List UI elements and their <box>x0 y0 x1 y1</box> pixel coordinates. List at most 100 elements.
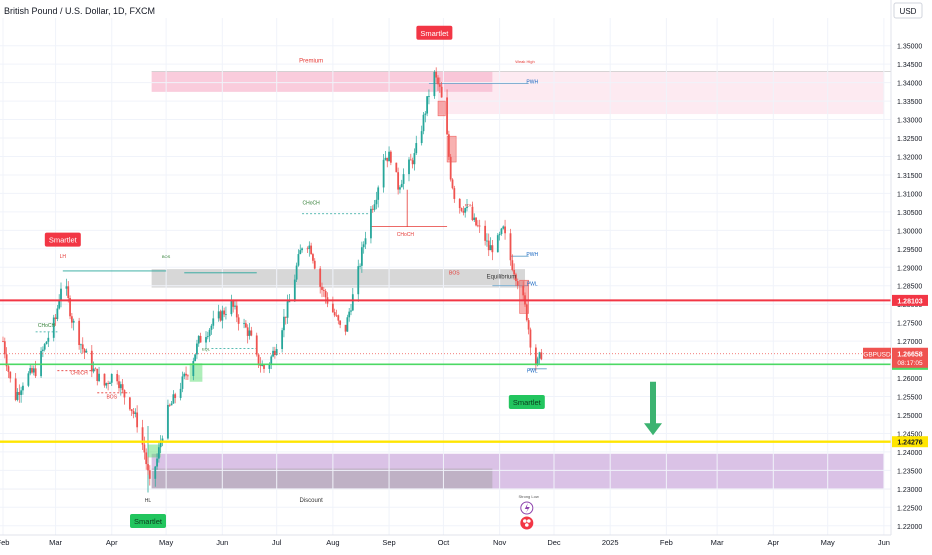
time-tick-label: May <box>159 538 173 547</box>
time-tick-label: Jun <box>216 538 228 547</box>
order-block-1 <box>446 135 457 163</box>
flag-events-icon-dot <box>523 519 527 523</box>
candle-body <box>154 466 157 479</box>
price-tick-label: 1.30500 <box>897 210 922 217</box>
candle-body <box>484 225 487 241</box>
candle-body <box>331 303 334 313</box>
price-tick-label: 1.32000 <box>897 154 922 161</box>
candle-body <box>47 337 50 342</box>
candle-body <box>134 412 137 414</box>
candles-layer <box>2 67 543 487</box>
candle-body <box>255 335 258 355</box>
candle-body <box>357 266 360 295</box>
candle-body <box>415 143 418 154</box>
candle-body <box>458 198 461 209</box>
candle-body <box>351 294 354 311</box>
discount-zone <box>151 453 884 489</box>
smartlet-nov-box <box>508 395 545 410</box>
order-block-2 <box>519 279 529 314</box>
choch-green-mar: CHoCH <box>38 323 56 329</box>
price-tick-label: 1.23000 <box>897 487 922 494</box>
candle-body <box>230 300 233 315</box>
time-tick-label: Mar <box>711 538 724 547</box>
price-tick-label: 1.22000 <box>897 524 922 531</box>
candle-body <box>500 228 503 235</box>
price-tick-label: 1.22500 <box>897 505 922 512</box>
fdh-label: FDH <box>465 202 473 207</box>
candle-body <box>270 356 273 365</box>
pwh-2-label: PWH <box>526 252 538 258</box>
candle-body <box>58 300 61 309</box>
last-price-label: 1.26658 <box>897 351 922 358</box>
candle-body <box>56 308 59 320</box>
time-tick-label: Apr <box>106 538 118 547</box>
candle-body <box>408 159 410 175</box>
candle-body <box>377 187 380 200</box>
candle-body <box>67 286 70 299</box>
candle-body <box>275 349 278 355</box>
red-level-axis-label: 1.28103 <box>897 298 922 305</box>
time-tick-label: Oct <box>438 538 451 547</box>
event-icons[interactable] <box>520 501 534 530</box>
candle-body <box>181 376 184 389</box>
candle-body <box>339 320 342 325</box>
weak-high-label: Weak High <box>515 59 535 64</box>
time-axis[interactable]: Feb Mar Apr May Jun Jul Aug Sep Oct Nov Dec 2025 Feb… <box>0 538 890 547</box>
time-tick-label: Nov <box>493 538 507 547</box>
down-arrow-shape <box>644 381 662 436</box>
candle-body <box>234 305 236 307</box>
candle-body <box>185 373 187 376</box>
candle-body <box>395 162 398 173</box>
candle-body <box>288 301 291 303</box>
candle-body <box>350 310 352 312</box>
price-tick-label: 1.34000 <box>897 81 922 88</box>
candle-body <box>43 344 46 350</box>
candle-body <box>364 238 367 245</box>
countdown-label: 08:17:05 <box>897 360 923 367</box>
smartlet-nov: Smartlet <box>508 395 545 410</box>
candle-body <box>223 310 226 315</box>
price-tick-label: 1.31000 <box>897 191 922 198</box>
price-tick-label: 1.25500 <box>897 395 922 402</box>
candle-body <box>413 153 416 165</box>
symbol-title: British Pound / U.S. Dollar, 1D, FXCM <box>4 6 155 16</box>
discount-label: Discount <box>299 498 323 504</box>
time-tick-label: Jul <box>272 538 282 547</box>
price-tick-label: 1.23500 <box>897 468 922 475</box>
price-tick-label: 1.33500 <box>897 99 922 106</box>
candle-body <box>148 470 151 479</box>
candle-body <box>346 317 349 332</box>
candle-body <box>478 225 481 227</box>
candle-body <box>29 368 32 374</box>
price-axis[interactable]: 1.22000 1.22500 1.23000 1.23500 1.24000 1.245… <box>897 44 922 531</box>
last-price-badge <box>892 347 928 368</box>
price-tick-label: 1.27500 <box>897 321 922 328</box>
candle-body <box>80 344 82 346</box>
candle-body <box>196 343 198 355</box>
candle-body <box>5 354 8 367</box>
candle-body <box>237 317 240 324</box>
bos-green-apr: BOS <box>162 254 171 259</box>
time-tick-label: Feb <box>660 538 673 547</box>
candle-body <box>319 268 322 287</box>
candle-body <box>335 315 338 317</box>
candle-body <box>540 352 543 360</box>
candle-body <box>118 381 120 389</box>
candle-body <box>92 368 95 372</box>
time-axis-background <box>0 535 932 550</box>
candle-body <box>402 174 405 184</box>
candle-body <box>373 204 376 210</box>
candle-body <box>462 210 465 213</box>
time-tick-label: Apr <box>767 538 779 547</box>
zones-layer <box>0 71 891 490</box>
time-tick-label: Dec <box>547 538 561 547</box>
choch-red-mar: CHoCH <box>71 370 89 376</box>
candle-body <box>197 335 200 344</box>
currency-button[interactable] <box>893 2 923 19</box>
candle-body <box>90 350 93 372</box>
candle-body <box>235 305 238 318</box>
candle-body <box>449 156 452 180</box>
candle-body <box>301 248 303 251</box>
candle-body <box>225 314 227 315</box>
